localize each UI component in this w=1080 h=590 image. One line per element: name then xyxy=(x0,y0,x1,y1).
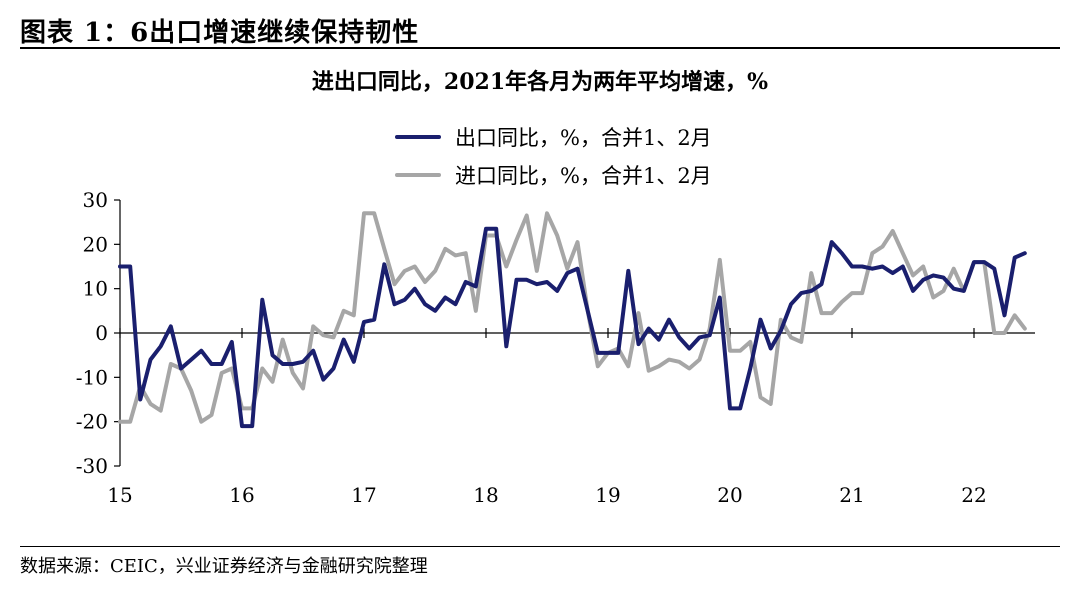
legend-label-import: 进口同比，%，合并1、2月 xyxy=(455,164,712,188)
source-note: 数据来源：CEIC，兴业证券经济与金融研究院整理 xyxy=(20,556,428,577)
x-tick-label: 20 xyxy=(717,483,742,507)
y-tick-label: 30 xyxy=(83,188,108,212)
legend-label-export: 出口同比，%，合并1、2月 xyxy=(455,126,712,150)
x-tick-label: 18 xyxy=(473,483,498,507)
y-tick-label: -30 xyxy=(76,454,108,478)
source-rule xyxy=(20,546,1060,547)
y-tick-label: 20 xyxy=(83,232,108,256)
x-tick-label: 16 xyxy=(229,483,254,507)
x-tick-label: 15 xyxy=(107,483,132,507)
series-line-export xyxy=(118,226,1027,429)
legend-swatch-export xyxy=(395,135,441,139)
legend-swatch-import xyxy=(395,173,441,177)
x-tick-label: 21 xyxy=(839,483,864,507)
title-rule xyxy=(20,47,1060,49)
legend-item-import: 进口同比，%，合并1、2月 xyxy=(395,156,712,194)
series-line-import xyxy=(118,211,1027,424)
y-tick-label: -10 xyxy=(76,365,108,389)
legend-item-export: 出口同比，%，合并1、2月 xyxy=(395,118,712,156)
y-tick-label: 0 xyxy=(95,321,108,345)
x-tick-label: 22 xyxy=(961,483,986,507)
figure-title: 图表 1：6出口增速继续保持韧性 xyxy=(20,18,420,48)
y-tick-label: -20 xyxy=(76,410,108,434)
y-tick-label: 10 xyxy=(83,277,108,301)
legend: 出口同比，%，合并1、2月 进口同比，%，合并1、2月 xyxy=(395,118,712,194)
x-tick-label: 19 xyxy=(595,483,620,507)
x-tick-label: 17 xyxy=(351,483,376,507)
chart-title: 进出口同比，2021年各月为两年平均增速，% xyxy=(311,69,769,95)
